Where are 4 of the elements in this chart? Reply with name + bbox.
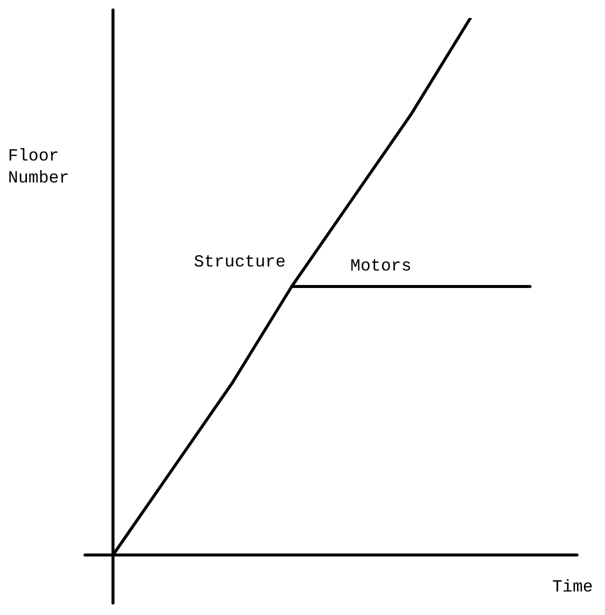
series-label: Structure bbox=[194, 254, 286, 272]
y-axis-title: Floor Number bbox=[8, 148, 70, 188]
series-label: Motors bbox=[350, 258, 412, 276]
x-axis-title: Time bbox=[552, 578, 593, 598]
